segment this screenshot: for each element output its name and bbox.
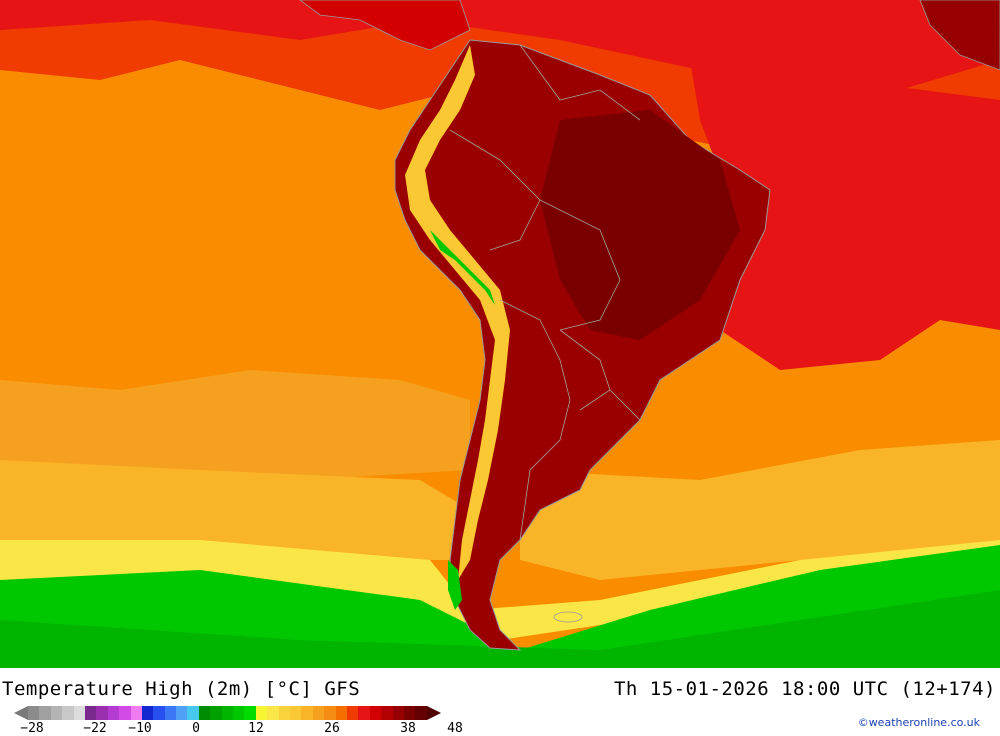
legend-tick-label: 0 (192, 721, 200, 736)
legend-swatch (346, 706, 359, 720)
legend-swatch (164, 706, 177, 720)
legend-swatch (176, 706, 188, 720)
map-title: Temperature High (2m) [°C] GFS (2, 678, 361, 700)
legend-swatch (278, 706, 290, 720)
legend-swatch (403, 706, 416, 720)
andes-cold-patch (430, 230, 495, 305)
legend-swatch (28, 706, 40, 720)
legend-swatch (233, 706, 245, 720)
central-america-land (299, 0, 471, 51)
legend-swatch (141, 706, 154, 720)
legend-swatch (415, 706, 427, 720)
legend-color-bar (14, 706, 441, 720)
legend-swatch (369, 706, 382, 720)
legend-swatch (221, 706, 234, 720)
legend-swatch (187, 706, 199, 720)
brazil-interior-hot (540, 110, 740, 340)
legend-arrow-right (426, 706, 441, 720)
south-atlantic-band (520, 440, 1000, 580)
legend-swatch (62, 706, 74, 720)
legend-swatch (255, 706, 268, 720)
legend-swatch (153, 706, 165, 720)
legend-swatch (73, 706, 85, 720)
legend-swatch (244, 706, 256, 720)
legend-swatch (50, 706, 63, 720)
legend-swatch (267, 706, 279, 720)
legend-swatch (84, 706, 97, 720)
map-canvas (0, 0, 1000, 668)
pacific-cooler-band (0, 370, 470, 480)
legend-tick-label: −22 (83, 721, 107, 736)
legend-swatch (107, 706, 120, 720)
legend-swatch (301, 706, 313, 720)
legend-swatch (210, 706, 222, 720)
hot-north-band (0, 0, 1000, 90)
patagonia-cold-patch (448, 560, 462, 610)
falkland-islands (553, 611, 583, 623)
legend-tick-label: 26 (324, 721, 340, 736)
legend-swatch (198, 706, 211, 720)
legend-swatch (39, 706, 51, 720)
legend-tick-label: −28 (20, 721, 44, 736)
legend-swatch (392, 706, 404, 720)
colder-southern-band (0, 590, 1000, 668)
legend-swatch (130, 706, 142, 720)
legend-swatch (312, 706, 325, 720)
credit-link[interactable]: ©weatheronline.co.uk (857, 716, 980, 729)
legend-swatch (335, 706, 347, 720)
legend-swatch (358, 706, 370, 720)
legend-swatch (324, 706, 336, 720)
legend-swatch (119, 706, 131, 720)
legend-tick-label: 38 (400, 721, 416, 736)
temperature-map (0, 0, 1000, 668)
andes-cool-strip (405, 45, 510, 580)
map-footer: Temperature High (2m) [°C] GFS Th 15-01-… (0, 668, 1000, 736)
legend-tick-label: 12 (248, 721, 264, 736)
legend-swatch (381, 706, 393, 720)
country-borders (449, 44, 641, 541)
legend-tick-label: 48 (447, 721, 463, 736)
atlantic-hot-region (690, 60, 1000, 370)
legend-swatch (289, 706, 302, 720)
legend-arrow-left (14, 706, 28, 720)
legend-swatch (96, 706, 108, 720)
legend-tick-label: −10 (128, 721, 152, 736)
forecast-datetime: Th 15-01-2026 18:00 UTC (12+174) (613, 678, 996, 700)
africa-corner-land (919, 0, 1000, 71)
